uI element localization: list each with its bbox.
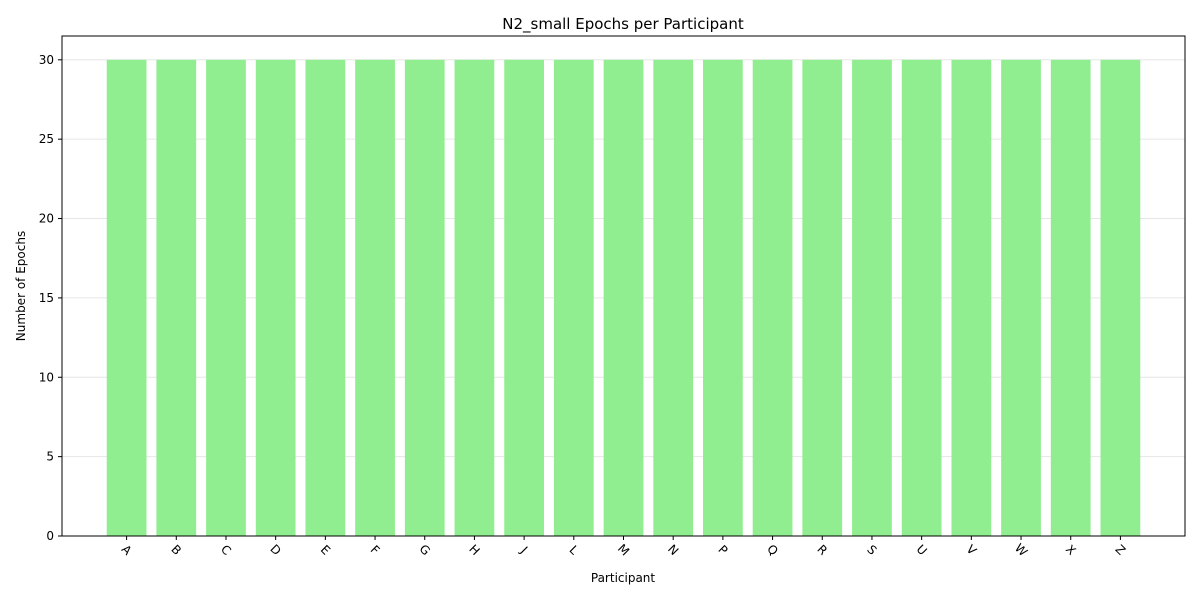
bar-R xyxy=(802,59,843,537)
x-tick-label: N xyxy=(665,542,681,558)
bar-N xyxy=(653,59,694,537)
bar-F xyxy=(355,59,395,537)
x-tick-label: Q xyxy=(764,542,781,559)
x-tick-label: H xyxy=(466,542,482,558)
bar-E xyxy=(305,59,346,537)
x-tick-label: A xyxy=(119,542,135,558)
x-tick-label: U xyxy=(914,542,930,558)
x-tick-label: L xyxy=(566,543,581,558)
x-tick-label: C xyxy=(218,542,234,558)
y-tick-label: 5 xyxy=(46,450,54,464)
x-tick-label: E xyxy=(318,542,333,557)
bar-X xyxy=(1050,59,1091,537)
bar-Q xyxy=(752,59,793,537)
x-tick-label: B xyxy=(168,542,184,558)
x-tick-label: D xyxy=(267,542,283,558)
y-axis: 0 5 10 15 20 25 30 xyxy=(39,53,62,543)
bar-C xyxy=(206,59,246,537)
bar-J xyxy=(504,59,544,537)
chart-title: N2_small Epochs per Participant xyxy=(502,15,744,34)
x-tick-label: Z xyxy=(1113,542,1129,558)
bar-U xyxy=(901,59,942,537)
bars xyxy=(106,59,1141,537)
bar-S xyxy=(852,59,892,537)
y-tick-label: 30 xyxy=(39,53,54,67)
y-tick-label: 20 xyxy=(39,212,54,226)
bar-Z xyxy=(1100,59,1141,537)
y-tick-label: 15 xyxy=(39,291,54,305)
bar-V xyxy=(951,59,992,537)
bar-B xyxy=(156,59,197,537)
x-tick-label: R xyxy=(814,542,830,558)
bar-G xyxy=(404,59,445,537)
x-tick-label: W xyxy=(1012,541,1030,559)
bar-W xyxy=(1001,59,1041,537)
x-tick-label: P xyxy=(715,542,730,557)
bar-L xyxy=(553,59,594,537)
x-tick-label: J xyxy=(517,543,530,556)
x-tick-label: X xyxy=(1063,542,1079,558)
x-tick-label: S xyxy=(864,542,879,557)
y-tick-label: 10 xyxy=(39,370,54,384)
bar-H xyxy=(454,59,495,537)
x-tick-label: F xyxy=(368,543,383,558)
bar-P xyxy=(703,59,743,537)
x-tick-label: M xyxy=(615,541,632,558)
plot-frame xyxy=(61,35,1186,537)
bar-A xyxy=(106,59,147,537)
x-axis-title: Participant xyxy=(591,571,656,585)
y-tick-label: 0 xyxy=(46,529,54,543)
bar-M xyxy=(603,59,644,537)
x-tick-label: V xyxy=(963,542,979,558)
y-tick-label: 25 xyxy=(39,132,54,146)
y-axis-title: Number of Epochs xyxy=(14,231,28,341)
bar-D xyxy=(255,59,296,537)
x-tick-label: G xyxy=(416,542,432,558)
